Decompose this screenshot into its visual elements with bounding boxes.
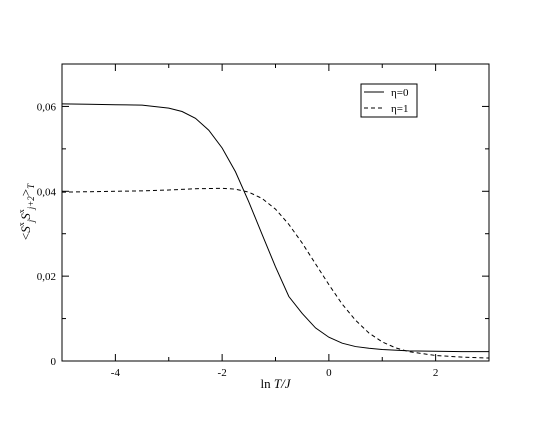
legend: η=0 η=1 [360,83,418,118]
x-tick-label: 2 [433,367,439,379]
legend-label-eta1: η=1 [391,103,408,115]
x-tick-label: -2 [218,367,227,379]
y-tick-label: 0 [51,356,57,368]
y-tick-label: 0,02 [37,271,56,283]
plot-frame [61,63,490,362]
series-line-eta1 [61,187,490,359]
x-tick-label: -4 [111,367,121,379]
legend-label-eta0: η=0 [391,87,409,99]
legend-box [360,83,418,118]
series-line-eta0 [61,103,489,353]
y-tick-label: 0,04 [37,186,57,198]
y-axis-label: <SxjSxj+2>T [17,183,36,240]
y-tick-label: 0,06 [37,101,57,113]
axis-ticks: -4 -2 0 2 0 0,02 0,04 0,06 [37,63,490,379]
x-axis-label: ln T/J [261,376,292,391]
series-group [61,103,490,359]
x-tick-label: 0 [326,367,332,379]
